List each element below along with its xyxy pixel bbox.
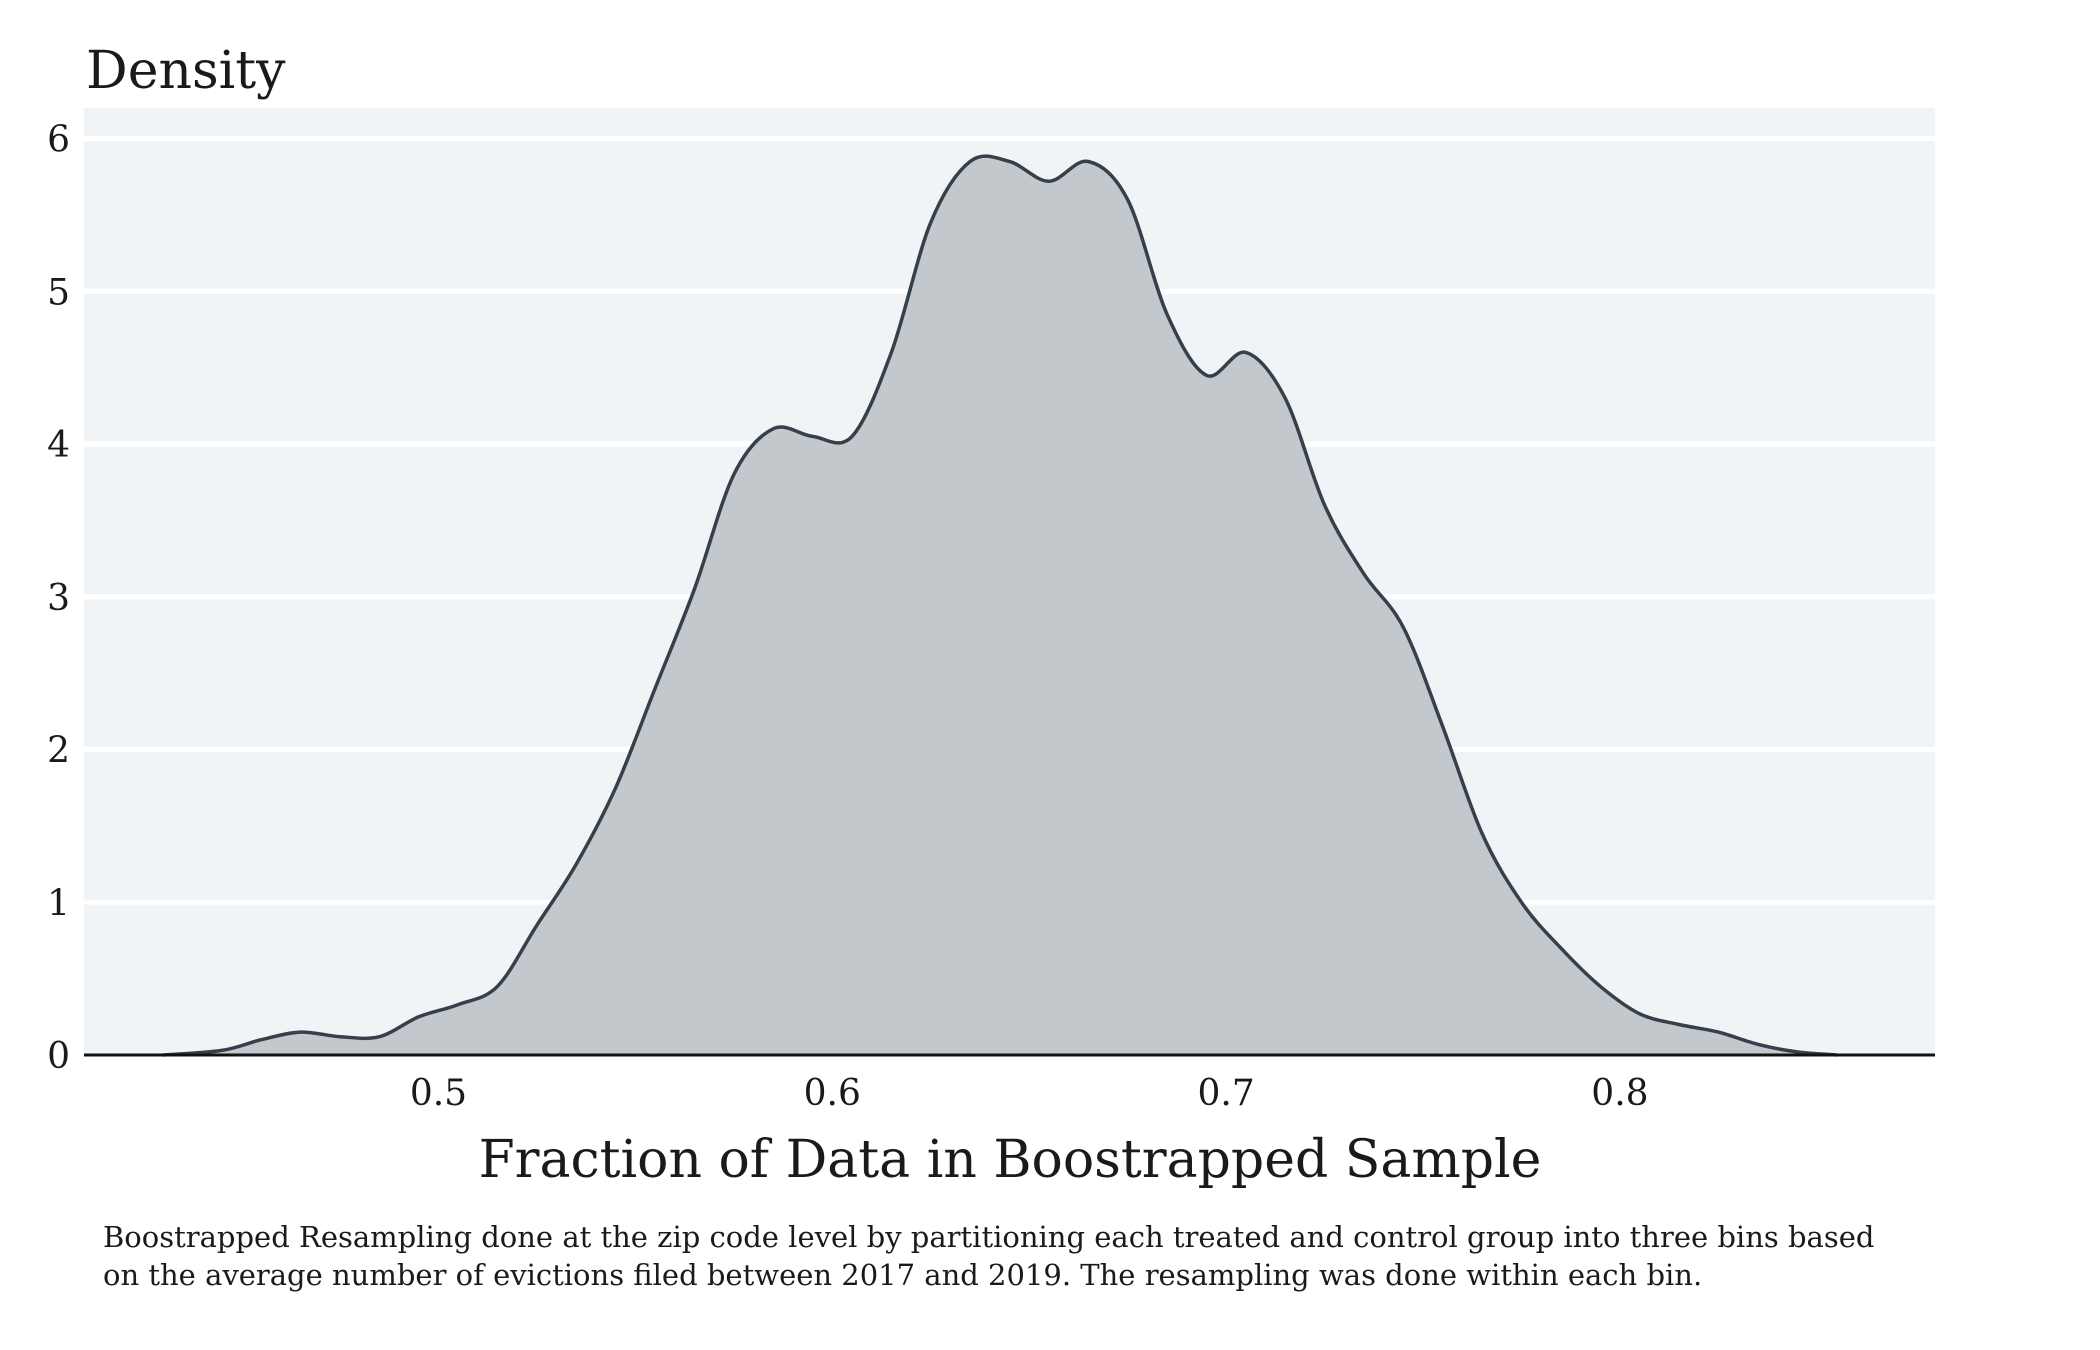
- y-tick-label: 0: [47, 1036, 70, 1077]
- caption-line-2: on the average number of evictions filed…: [103, 1258, 1703, 1292]
- y-axis-title: Density: [86, 41, 286, 101]
- density-area: [162, 156, 1837, 1056]
- y-tick-label: 2: [47, 731, 70, 772]
- y-tick-label: 3: [47, 578, 70, 619]
- x-tick-label: 0.6: [804, 1073, 861, 1114]
- x-tick-label: 0.7: [1197, 1073, 1254, 1114]
- x-axis-title: Fraction of Data in Boostrapped Sample: [479, 1130, 1542, 1190]
- caption-line-1: Boostrapped Resampling done at the zip c…: [103, 1220, 1875, 1254]
- x-tick-label: 0.8: [1591, 1073, 1648, 1114]
- y-tick-label: 1: [47, 883, 70, 924]
- density-curve: [162, 154, 1837, 1057]
- y-tick-label: 4: [47, 425, 70, 466]
- y-tick-labels: 0 1 2 3 4 5 6: [47, 120, 70, 1077]
- x-tick-label: 0.5: [410, 1073, 467, 1114]
- y-tick-label: 6: [47, 120, 70, 161]
- y-tick-label: 5: [47, 272, 70, 313]
- x-tick-labels: 0.5 0.6 0.7 0.8: [410, 1073, 1649, 1114]
- figure-caption: Boostrapped Resampling done at the zip c…: [103, 1218, 2003, 1294]
